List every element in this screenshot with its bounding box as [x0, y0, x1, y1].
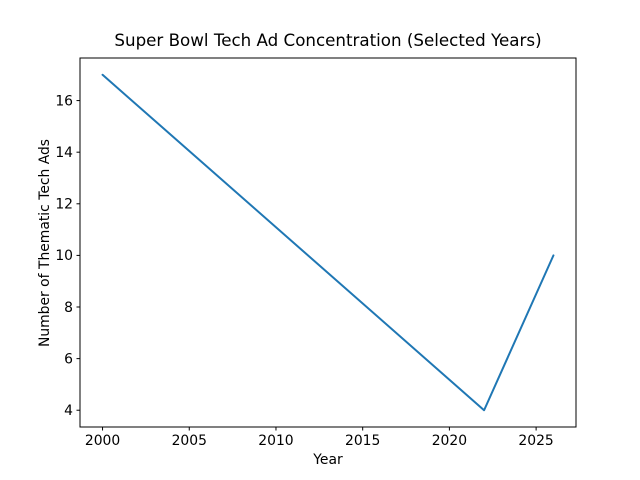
- y-axis-label: Number of Thematic Tech Ads: [37, 138, 53, 348]
- axes-spines: [79, 57, 577, 428]
- x-tick-label: 2005: [172, 433, 207, 449]
- x-tick-label: 2020: [432, 433, 467, 449]
- data-line: [101, 73, 555, 412]
- x-axis-label: Year: [313, 452, 343, 468]
- y-tick-label: 6: [64, 351, 73, 367]
- y-tick-label: 4: [64, 403, 73, 419]
- x-tick-label: 2025: [518, 433, 553, 449]
- x-tick-label: 2000: [85, 433, 120, 449]
- y-tick-label: 14: [55, 145, 73, 161]
- y-tick-label: 10: [55, 248, 73, 264]
- chart-title: Super Bowl Tech Ad Concentration (Select…: [114, 30, 542, 50]
- y-tick-label: 16: [55, 93, 73, 109]
- y-tick-label: 8: [64, 300, 73, 316]
- x-tick-label: 2010: [258, 433, 293, 449]
- y-tick-label: 12: [55, 197, 73, 213]
- x-tick-label: 2015: [345, 433, 380, 449]
